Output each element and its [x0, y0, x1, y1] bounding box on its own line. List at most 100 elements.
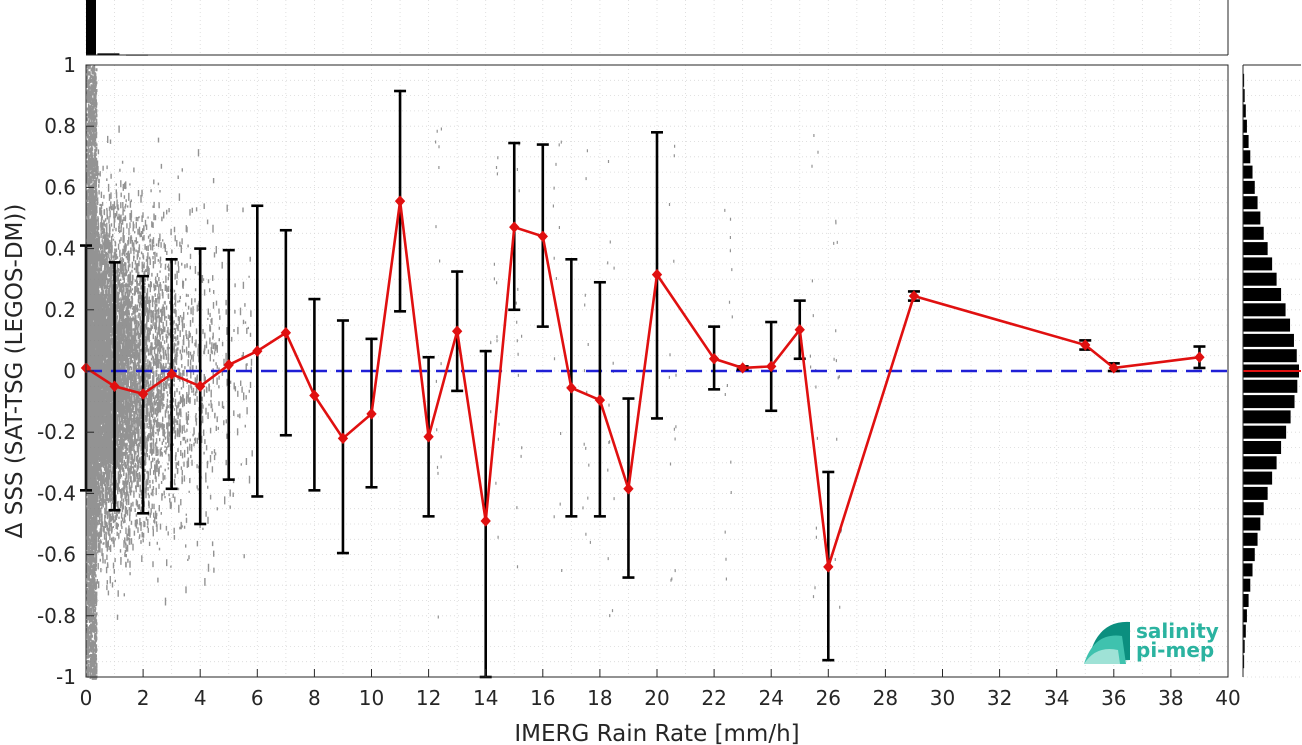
y-tick-label: -0.6: [37, 543, 76, 567]
x-tick-label: 2: [137, 686, 150, 710]
right-hist-bar: [1243, 211, 1261, 225]
right-hist-bar: [1243, 119, 1247, 133]
x-tick-label: 28: [873, 686, 898, 710]
right-hist-bar: [1243, 226, 1264, 240]
right-hist-bar: [1243, 134, 1249, 149]
right-hist-bar: [1243, 440, 1282, 455]
x-tick-label: 20: [644, 686, 669, 710]
mean-marker: [280, 327, 292, 339]
right-hist-bar: [1243, 578, 1251, 592]
right-hist-bar: [1243, 655, 1245, 669]
mean-marker: [394, 195, 406, 207]
y-tick-label: 0.2: [44, 298, 76, 322]
right-hist-bar: [1243, 609, 1247, 623]
right-hist-bar: [1243, 502, 1264, 516]
mean-marker: [366, 408, 377, 420]
right-hist-bar: [1243, 517, 1261, 531]
right-hist-bar: [1243, 104, 1246, 118]
x-tick-label: 8: [308, 686, 321, 710]
y-tick-label: 0: [63, 359, 76, 383]
x-tick-label: 30: [930, 686, 955, 710]
x-tick-label: 6: [251, 686, 264, 710]
right-hist-bar: [1243, 425, 1287, 439]
x-tick-labels: 0 2 4 6 8 10 12 14 16 18 20 22 24 26 28 30 32 34 36 38 40: [80, 669, 1241, 710]
y-tick-label: 1: [63, 53, 76, 77]
right-hist-bar: [1243, 287, 1282, 302]
x-axis-label: IMERG Rain Rate [mm/h]: [514, 721, 799, 745]
mean-marker: [737, 362, 748, 374]
x-tick-label: 4: [194, 686, 207, 710]
mean-marker: [509, 221, 520, 233]
x-tick-label: 36: [1101, 686, 1126, 710]
y-tick-label: -0.2: [37, 420, 76, 444]
x-tick-label: 24: [758, 686, 783, 710]
right-hist-bar: [1243, 456, 1277, 470]
y-tick-labels: 1 0.8 0.6 0.4 0.2 0 -0.2 -0.4 -0.6 -0.8 -1: [37, 53, 94, 689]
mean-marker: [337, 432, 349, 445]
mean-marker: [109, 380, 120, 393]
right-hist-bar: [1243, 196, 1258, 210]
x-tick-label: 38: [1158, 686, 1183, 710]
y-axis-label: Δ SSS (SAT-TSG (LEGOS-DM)): [2, 204, 28, 539]
y-tick-label: 0.4: [44, 237, 76, 261]
mean-marker: [309, 389, 320, 402]
mean-marker: [137, 388, 149, 400]
right-hist-bar: [1243, 165, 1253, 179]
right-hist-bar: [1243, 318, 1291, 332]
mean-marker: [423, 431, 434, 443]
mean-marker: [166, 368, 177, 380]
y-tick-label: -1: [56, 665, 76, 689]
right-hist-bar: [1243, 272, 1277, 286]
right-hist-bar: [1243, 333, 1294, 347]
x-tick-label: 14: [473, 686, 498, 710]
mean-marker: [823, 561, 834, 573]
mean-marker: [566, 382, 577, 394]
right-hist-bar: [1243, 379, 1298, 393]
right-hist-bar: [1243, 395, 1295, 409]
mean-marker: [651, 268, 663, 281]
y-tick-label: -0.8: [37, 604, 76, 628]
right-hist-bar: [1243, 410, 1291, 424]
mean-marker: [451, 325, 463, 337]
right-hist-bar: [1243, 303, 1286, 317]
x-tick-label: 34: [1044, 686, 1069, 710]
right-hist-bar: [1243, 486, 1268, 500]
mean-marker: [1108, 362, 1119, 374]
salinity-pi-mep-logo: salinity pi-mep: [1084, 619, 1219, 664]
mean-marker: [1080, 339, 1091, 351]
mean-marker: [623, 483, 634, 495]
top-hist-bar: [97, 53, 120, 55]
mean-marker: [223, 359, 234, 371]
right-hist-bar: [1243, 639, 1245, 653]
right-hist-bar: [1243, 593, 1249, 608]
mean-marker: [766, 360, 777, 373]
mean-marker: [537, 230, 548, 243]
right-hist-bar: [1243, 563, 1253, 577]
x-tick-label: 40: [1215, 686, 1240, 710]
right-hist-bar: [1243, 180, 1255, 194]
y-tick-label: -0.4: [37, 481, 76, 505]
logo-waves-icon: [1084, 621, 1130, 664]
logo-line2: pi-mep: [1136, 638, 1214, 662]
main-plot: 0 2 4 6 8 10 12 14 16 18 20 22 24 26 28 30 32 34 36 38 40 10…: [37, 53, 1241, 710]
mean-marker: [594, 394, 606, 406]
x-tick-label: 26: [816, 686, 841, 710]
right-hist-bar: [1243, 548, 1255, 562]
right-hist-bar: [1243, 89, 1245, 103]
mean-markers: [80, 195, 1205, 573]
right-hist-bar: [1243, 349, 1297, 363]
right-hist-bar: [1243, 73, 1245, 87]
right-hist-bar: [1243, 257, 1273, 271]
mean-marker: [195, 380, 206, 393]
x-tick-label: 12: [416, 686, 441, 710]
top-histogram: [85, 0, 1229, 56]
right-histogram: [1242, 64, 1301, 678]
x-tick-label: 0: [80, 686, 93, 710]
right-hist-bar: [1243, 532, 1258, 546]
x-tick-label: 10: [359, 686, 384, 710]
mean-marker: [908, 290, 920, 302]
top-histogram-bg: [86, 0, 1228, 55]
x-tick-label: 32: [987, 686, 1012, 710]
mean-marker: [708, 353, 720, 365]
